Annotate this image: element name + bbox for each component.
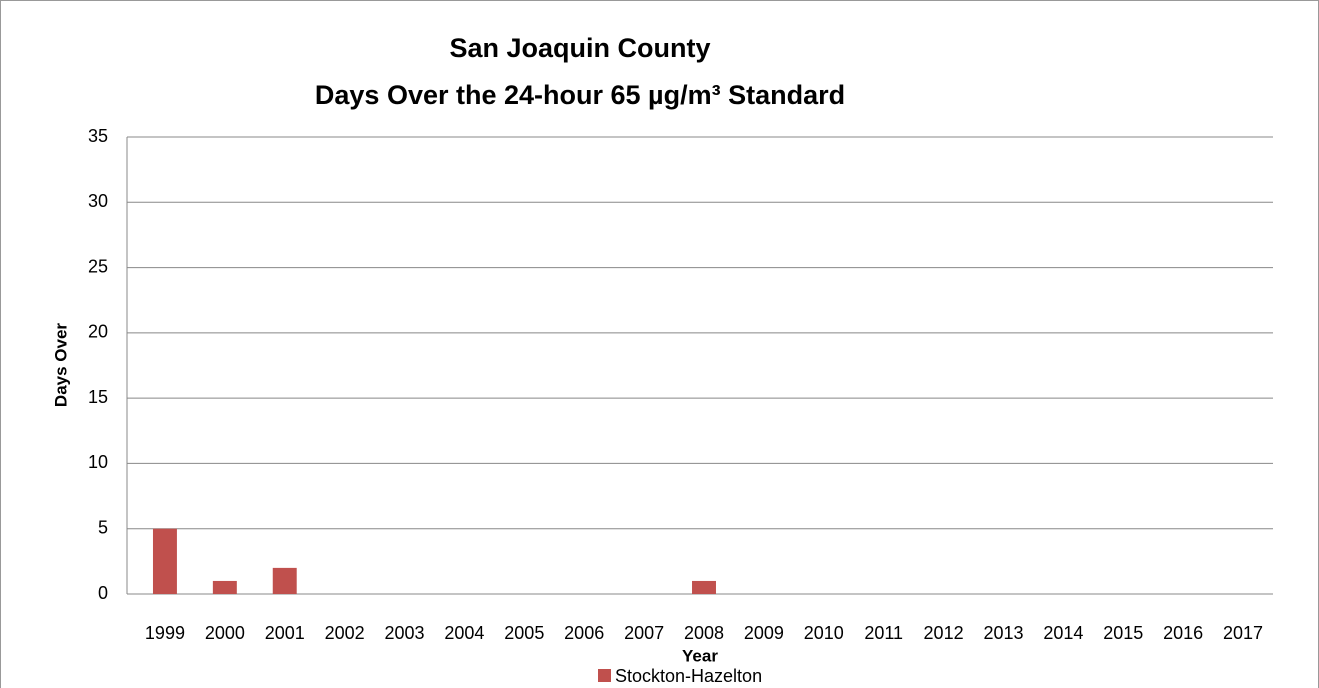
bar (272, 567, 297, 594)
x-tick-label: 2005 (504, 623, 544, 643)
legend-swatch (598, 669, 611, 682)
bar (692, 580, 716, 594)
y-tick-label: 15 (88, 387, 108, 407)
x-tick-label: 2009 (744, 623, 784, 643)
x-tick-label: 2016 (1163, 623, 1203, 643)
x-tick-label: 2017 (1223, 623, 1263, 643)
x-tick-label: 2000 (205, 623, 245, 643)
x-tick-label: 2004 (444, 623, 484, 643)
y-axis-title: Days Over (51, 323, 70, 407)
y-tick-label: 25 (88, 256, 108, 276)
y-tick-label: 20 (88, 322, 108, 342)
x-tick-label: 2002 (325, 623, 365, 643)
x-tick-label: 2007 (624, 623, 664, 643)
x-tick-label: 2012 (924, 623, 964, 643)
chart-subtitle: Days Over the 24-hour 65 µg/m³ Standard (315, 80, 845, 110)
legend-label: Stockton-Hazelton (615, 666, 762, 686)
y-tick-label: 35 (88, 126, 108, 146)
x-tick-label: 2006 (564, 623, 604, 643)
x-tick-label: 1999 (145, 623, 185, 643)
y-tick-label: 30 (88, 191, 108, 211)
y-tick-label: 10 (88, 452, 108, 472)
y-tick-label: 0 (98, 583, 108, 603)
y-tick-label: 5 (98, 517, 108, 537)
bar (212, 580, 237, 594)
x-tick-label: 2015 (1103, 623, 1143, 643)
x-tick-label: 2008 (684, 623, 724, 643)
chart-title: San Joaquin County (449, 33, 710, 63)
x-tick-label: 2014 (1043, 623, 1083, 643)
bar (152, 528, 177, 594)
x-tick-label: 2013 (983, 623, 1023, 643)
x-axis-title: Year (682, 646, 718, 665)
x-tick-label: 2011 (864, 623, 903, 643)
x-tick-label: 2003 (385, 623, 425, 643)
x-tick-label: 2010 (804, 623, 844, 643)
x-tick-label: 2001 (265, 623, 305, 643)
